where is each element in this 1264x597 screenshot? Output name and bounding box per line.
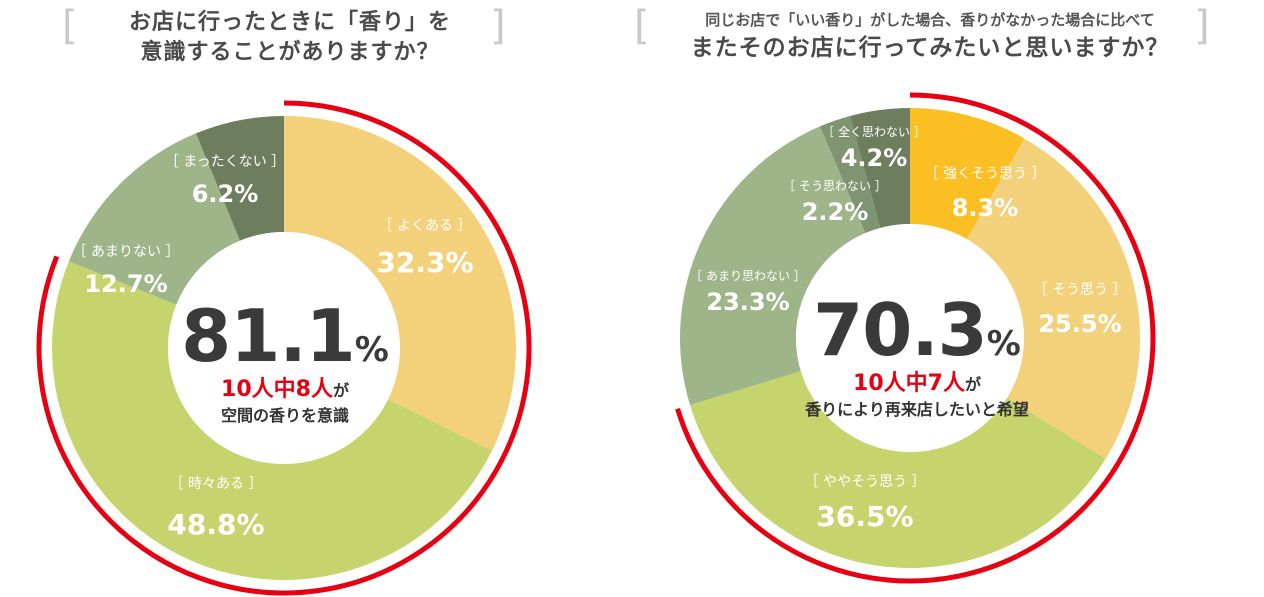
donut-chart-right: ［ 強くそう思う ］ 8.3% ［ そう思う ］ 25.5% ［ ややそう思う ］ 36.… <box>675 92 1156 584</box>
donut-hole <box>168 232 400 464</box>
center-percentage: 81.1 <box>181 294 356 378</box>
slice-label: ［ まったくない ］ <box>165 154 285 170</box>
slice-value: 32.3% <box>376 246 473 279</box>
center-suffix: が <box>332 381 349 400</box>
chart-title-line-2: またそのお店に行ってみたいと思いますか？ <box>690 35 1170 61</box>
slice-value: 48.8% <box>167 508 264 541</box>
slice-label: ［ 時々ある ］ <box>170 476 263 492</box>
slice-value: 23.3% <box>706 288 789 316</box>
slice-value: 36.5% <box>816 500 913 533</box>
slice-value: 8.3% <box>952 194 1019 222</box>
slice-よくある <box>284 116 516 451</box>
slice-label: ［ ややそう思う ］ <box>805 474 926 490</box>
slice-あまりない <box>68 133 240 305</box>
slice-強くそう思う <box>910 108 1025 240</box>
slice-時々ある <box>51 261 493 581</box>
center-description: 香りにより再来店したいと希望 <box>805 400 1029 419</box>
center-percentage: 70.3 <box>813 288 988 372</box>
slice-あまり思わない <box>680 126 866 405</box>
slice-label: ［ そう思わない ］ <box>783 179 887 193</box>
title-bracket-left: [ <box>634 3 650 49</box>
donut-hole <box>796 224 1024 452</box>
slice-そう思う <box>966 138 1140 459</box>
chart-right: [ ] 同じお店で「いい香り」がした場合、香りがなかった場合に比べて またそのお… <box>632 0 1264 597</box>
title-bracket-left: [ <box>62 3 78 49</box>
slice-label: ［ よくある ］ <box>379 218 472 234</box>
center-summary: 70.3% 10人中7人が 香りにより再来店したいと希望 <box>802 290 1032 422</box>
title-bracket-right: ] <box>1194 3 1210 49</box>
slice-value: 25.5% <box>1038 310 1121 338</box>
highlight-ring <box>36 100 532 596</box>
center-suffix: が <box>964 375 981 394</box>
center-summary: 81.1% 10人中8人が 空間の香りを意識 <box>168 296 402 428</box>
chart-title-line-2: 意識することがありますか？ <box>140 40 440 65</box>
slice-label: ［ 全く思わない ］ <box>822 124 926 139</box>
slice-そう思わない <box>819 115 881 234</box>
highlight-ring <box>675 92 1156 584</box>
slice-label: ［ あまりない ］ <box>73 244 180 260</box>
slice-value: 2.2% <box>802 198 869 226</box>
chart-title-line-1: 同じお店で「いい香り」がした場合、香りがなかった場合に比べて <box>705 11 1155 29</box>
slice-value: 12.7% <box>84 270 167 298</box>
center-red-text: 10人中8人 <box>221 377 333 402</box>
center-description: 空間の香りを意識 <box>220 406 349 425</box>
slice-ややそう思う <box>689 371 1106 568</box>
chart-title-line-1: お店に行ったときに「香り」を <box>128 10 451 35</box>
slice-label: ［ そう思う ］ <box>1034 282 1127 298</box>
chart-title: 同じお店で「いい香り」がした場合、香りがなかった場合に比べて またそのお店に行っ… <box>660 8 1200 64</box>
center-red-text: 10人中7人 <box>853 371 965 396</box>
center-percentage-unit: % <box>354 330 389 370</box>
slice-label: ［ 強くそう思う ］ <box>925 166 1046 182</box>
slice-全く思わない <box>850 108 910 228</box>
slice-label: ［ あまり思わない ］ <box>690 269 806 283</box>
slice-value: 4.2% <box>841 144 908 172</box>
chart-left: [ ] お店に行ったときに「香り」を 意識することがありますか？ ［ よくある … <box>36 3 532 596</box>
center-percentage-unit: % <box>986 324 1021 364</box>
chart-title: お店に行ったときに「香り」を 意識することがありますか？ <box>90 8 490 68</box>
slice-まったくない <box>195 116 284 241</box>
donut-chart-left: ［ よくある ］ 32.3% ［ 時々ある ］ 48.8% ［ あまりない ］ 12.7%… <box>36 100 532 596</box>
slice-value: 6.2% <box>192 180 259 208</box>
title-bracket-right: ] <box>490 3 506 49</box>
